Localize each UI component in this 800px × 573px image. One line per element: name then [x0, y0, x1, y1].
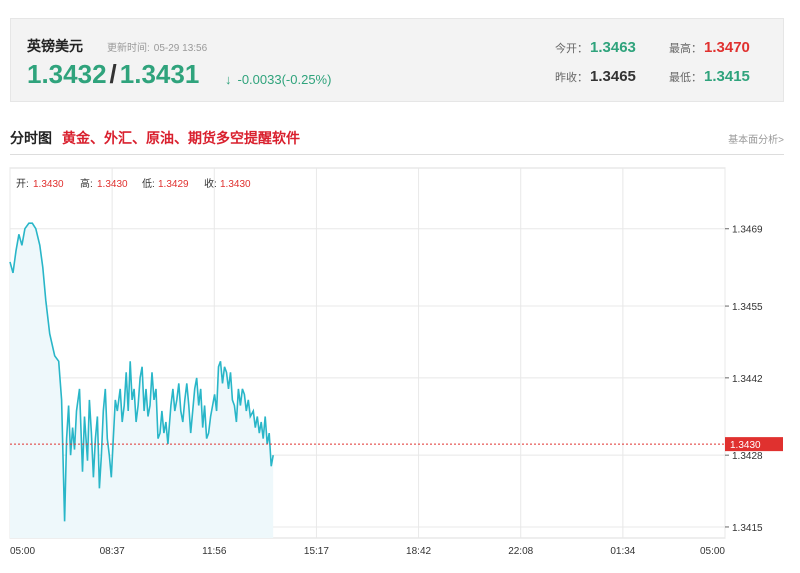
reference-tag-bg [725, 437, 783, 452]
price-separator: / [109, 59, 117, 89]
stat-open: 今开： 1.3463 [555, 39, 636, 56]
price-line [9, 222, 274, 522]
section-title: 分时图 [10, 130, 52, 146]
y-tick-label: 1.3428 [732, 451, 763, 462]
x-tick-label: 08:37 [100, 546, 125, 557]
y-axis-ticks: 1.3469 1.3455 1.3442 1.3428 1.3415 [725, 225, 763, 534]
y-tick-label: 1.3415 [732, 523, 763, 534]
y-tick-label: 1.3455 [732, 302, 763, 313]
stat-high-value: 1.3470 [704, 39, 750, 56]
ohlc-readout: 开: 1.3430 高: 1.3430 低: 1.3429 收: 1.3430 [16, 177, 251, 190]
reference-tag-label: 1.3430 [730, 440, 761, 451]
stat-low: 最低： 1.3415 [669, 68, 750, 85]
stat-high-label: 最高： [669, 43, 702, 55]
x-tick-label: 11:56 [202, 546, 227, 557]
fundamental-analysis-link[interactable]: 基本面分析> [728, 135, 784, 146]
instrument-name: 英镑美元 [27, 38, 83, 54]
stat-high: 最高： 1.3470 [669, 39, 750, 56]
stat-open-value: 1.3463 [590, 39, 636, 56]
price-area-fill [10, 223, 274, 538]
ohlc-low-label: 低: [142, 177, 155, 190]
stat-prev-close-label: 昨收： [555, 72, 588, 84]
x-tick-label: 15:17 [304, 546, 329, 557]
ad-link[interactable]: 黄金、外汇、原油、期货多空提醒软件 [62, 130, 300, 146]
stat-low-label: 最低： [669, 72, 702, 84]
x-tick-label: 05:00 [700, 546, 725, 557]
y-tick-label: 1.3469 [732, 225, 763, 236]
update-time-label: 更新时间: [107, 43, 150, 54]
stat-open-label: 今开： [555, 43, 588, 55]
y-tick-label: 1.3442 [732, 374, 763, 385]
ohlc-open-value: 1.3430 [33, 179, 64, 190]
price-change: ↓ -0.0033(-0.25%) [225, 72, 331, 87]
stat-low-value: 1.3415 [704, 68, 750, 85]
stat-prev-close-value: 1.3465 [590, 68, 636, 85]
x-axis-ticks: 05:00 08:37 11:56 15:17 18:42 22:08 01:34 05:00 [10, 546, 725, 557]
x-tick-label: 01:34 [610, 546, 635, 557]
x-tick-label: 05:00 [10, 546, 35, 557]
ohlc-open-label: 开: [16, 179, 29, 190]
update-time: 更新时间: 05-29 13:56 [107, 39, 207, 54]
change-value: -0.0033(-0.25%) [237, 72, 332, 87]
ohlc-close-label: 收: [204, 177, 217, 190]
ask-price: 1.3431 [119, 59, 200, 89]
section-divider [10, 154, 784, 155]
x-tick-label: 18:42 [406, 546, 431, 557]
ohlc-high-value: 1.3430 [97, 179, 128, 190]
ohlc-low-value: 1.3429 [158, 179, 189, 190]
stat-prev-close: 昨收： 1.3465 [555, 68, 636, 85]
bid-price: 1.3432 [27, 59, 107, 89]
ohlc-close-value: 1.3430 [220, 179, 251, 190]
bid-ask-price: 1.3432/1.3431 [27, 59, 199, 90]
update-time-value: 05-29 13:56 [153, 43, 208, 54]
arrow-down-icon: ↓ [225, 72, 232, 87]
ohlc-high-label: 高: [80, 177, 93, 190]
x-tick-label: 22:08 [508, 546, 533, 557]
quote-panel: 英镑美元 更新时间: 05-29 13:56 1.3432/1.3431 ↓ -0.… [10, 18, 784, 102]
